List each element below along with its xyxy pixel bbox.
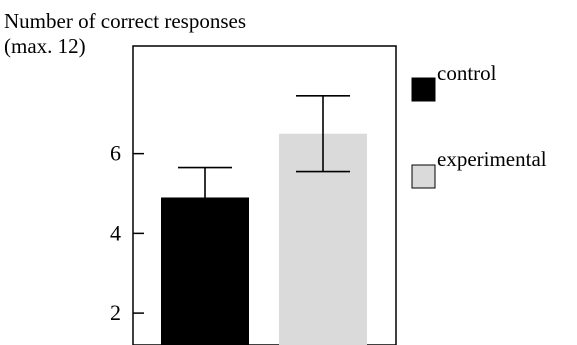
- error-bar-control: [178, 166, 232, 227]
- legend-swatch-control: [411, 77, 436, 102]
- legend-label-control: control: [437, 61, 497, 85]
- error-bar-experimental: [296, 95, 350, 173]
- y-axis-title-line1: Number of correct responses: [4, 9, 246, 33]
- plot-frame: [132, 45, 397, 345]
- y-tick-label: 2: [110, 300, 121, 325]
- y-axis-title-line2: (max. 12): [4, 34, 86, 58]
- y-tick-label: 6: [110, 141, 121, 166]
- y-tick-label: 4: [110, 220, 121, 245]
- legend-label-experimental: experimental: [437, 147, 547, 171]
- legend-swatch-experimental: [411, 164, 436, 189]
